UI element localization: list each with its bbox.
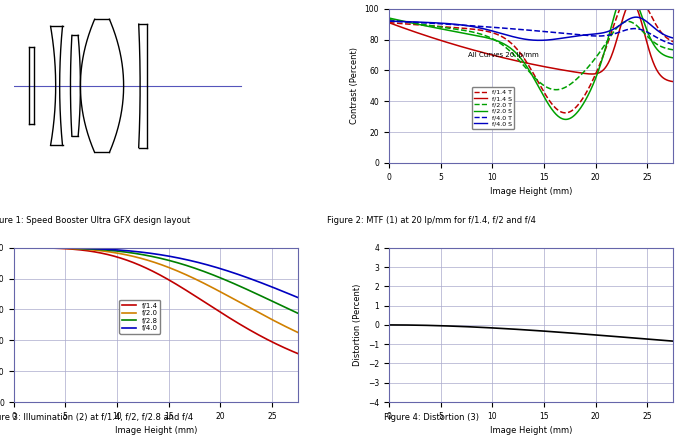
X-axis label: Image Height (mm): Image Height (mm): [490, 427, 573, 435]
Text: Figure 2: MTF (1) at 20 lp/mm for f/1.4, f/2 and f/4: Figure 2: MTF (1) at 20 lp/mm for f/1.4,…: [327, 216, 537, 225]
Legend: f/1.4 T, f/1.4 S, f/2.0 T, f/2.0 S, f/4.0 T, f/4.0 S: f/1.4 T, f/1.4 S, f/2.0 T, f/2.0 S, f/4.…: [472, 87, 514, 129]
Legend: f/1.4, f/2.0, f/2.8, f/4.0: f/1.4, f/2.0, f/2.8, f/4.0: [120, 300, 160, 334]
X-axis label: Image Height (mm): Image Height (mm): [490, 187, 573, 196]
Text: Figure 3: Illumination (2) at f/1.4, f/2, f/2.8 and f/4: Figure 3: Illumination (2) at f/1.4, f/2…: [0, 413, 193, 422]
Y-axis label: Distortion (Percent): Distortion (Percent): [354, 284, 362, 366]
Text: Figure 4: Distortion (3): Figure 4: Distortion (3): [384, 413, 479, 422]
Y-axis label: Contrast (Percent): Contrast (Percent): [350, 47, 359, 125]
Text: All Curves 20 lp/mm: All Curves 20 lp/mm: [469, 52, 539, 58]
Text: Figure 1: Speed Booster Ultra GFX design layout: Figure 1: Speed Booster Ultra GFX design…: [0, 216, 190, 225]
X-axis label: Image Height (mm): Image Height (mm): [114, 427, 197, 435]
